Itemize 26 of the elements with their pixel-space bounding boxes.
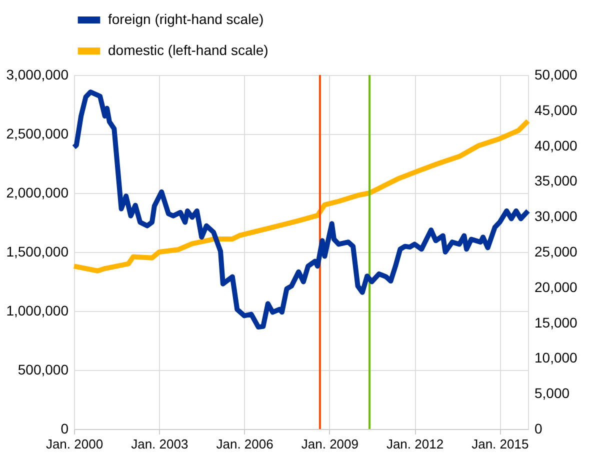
legend-label: domestic (left-hand scale) <box>108 42 268 58</box>
x-tick-label: Jan. 2000 <box>46 436 104 452</box>
y-tick-label: 1,000,000 <box>6 302 69 318</box>
y2-tick-label: 15,000 <box>534 314 578 330</box>
y-tick-label: 2,000,000 <box>6 184 69 200</box>
y2-tick-label: 45,000 <box>534 102 578 118</box>
y-tick-label: 500,000 <box>18 362 69 378</box>
y2-tick-label: 10,000 <box>534 350 578 366</box>
y2-tick-label: 30,000 <box>534 208 578 224</box>
y2-tick-label: 25,000 <box>534 244 578 260</box>
x-tick-label: Jan. 2009 <box>301 436 358 452</box>
legend-label: foreign (right-hand scale) <box>108 11 264 27</box>
x-tick-label: Jan. 2006 <box>216 436 274 452</box>
y2-tick-label: 0 <box>534 420 542 436</box>
y2-tick-label: 40,000 <box>534 137 578 154</box>
y2-tick-label: 50,000 <box>534 66 578 82</box>
y2-tick-label: 20,000 <box>534 278 578 295</box>
x-tick-label: Jan. 2012 <box>386 436 444 452</box>
y2-tick-label: 35,000 <box>534 172 578 189</box>
y2-tick-label: 5,000 <box>534 385 570 402</box>
y-tick-label: 0 <box>60 420 69 436</box>
y-tick-label: 2,500,000 <box>6 126 69 142</box>
y-tick-label: 3,000,000 <box>6 66 69 82</box>
x-tick-label: Jan. 2015 <box>472 436 529 452</box>
x-tick-label: Jan. 2003 <box>131 436 188 452</box>
y-tick-label: 1,500,000 <box>6 244 69 260</box>
